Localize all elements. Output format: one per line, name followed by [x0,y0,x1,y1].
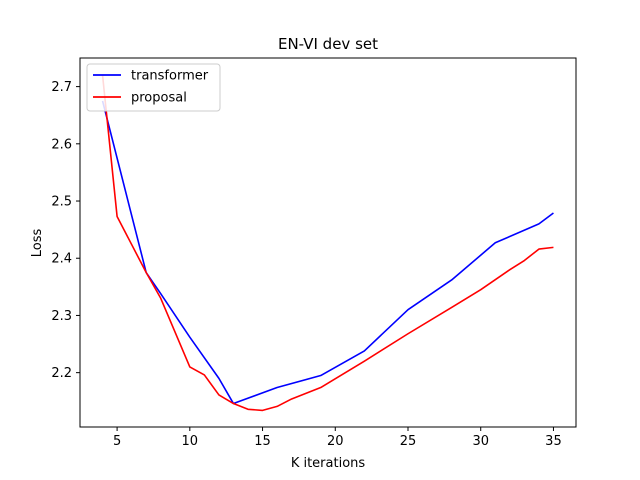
x-axis-label: K iterations [291,456,366,471]
plot-area [101,75,554,412]
x-tick-label: 5 [113,434,121,449]
series-line-proposal [101,75,554,412]
x-tick-label: 15 [254,434,271,449]
x-tick-label: 20 [327,434,344,449]
x-tick-label: 10 [182,434,199,449]
x-tick-label: 35 [545,434,562,449]
plot-frame [79,57,577,428]
y-axis: 2.2 2.3 2.4 2.5 2.6 2.7 [51,80,80,381]
y-tick-label: 2.3 [51,309,72,324]
x-tick-label: 30 [472,434,489,449]
y-tick-label: 2.7 [51,80,72,95]
x-axis: 5 10 15 20 25 30 35 [113,427,562,449]
x-tick-label: 25 [400,434,417,449]
series-line-transformer [101,100,554,405]
y-tick-label: 2.5 [51,195,72,210]
legend-label-transformer: transformer [131,69,209,84]
chart-title: EN-VI dev set [278,35,378,53]
y-tick-label: 2.2 [51,366,72,381]
y-axis-label: Loss [30,229,45,258]
y-tick-label: 2.4 [51,252,72,267]
legend: transformer proposal [86,63,221,112]
y-tick-label: 2.6 [51,137,72,152]
legend-label-proposal: proposal [131,91,187,106]
